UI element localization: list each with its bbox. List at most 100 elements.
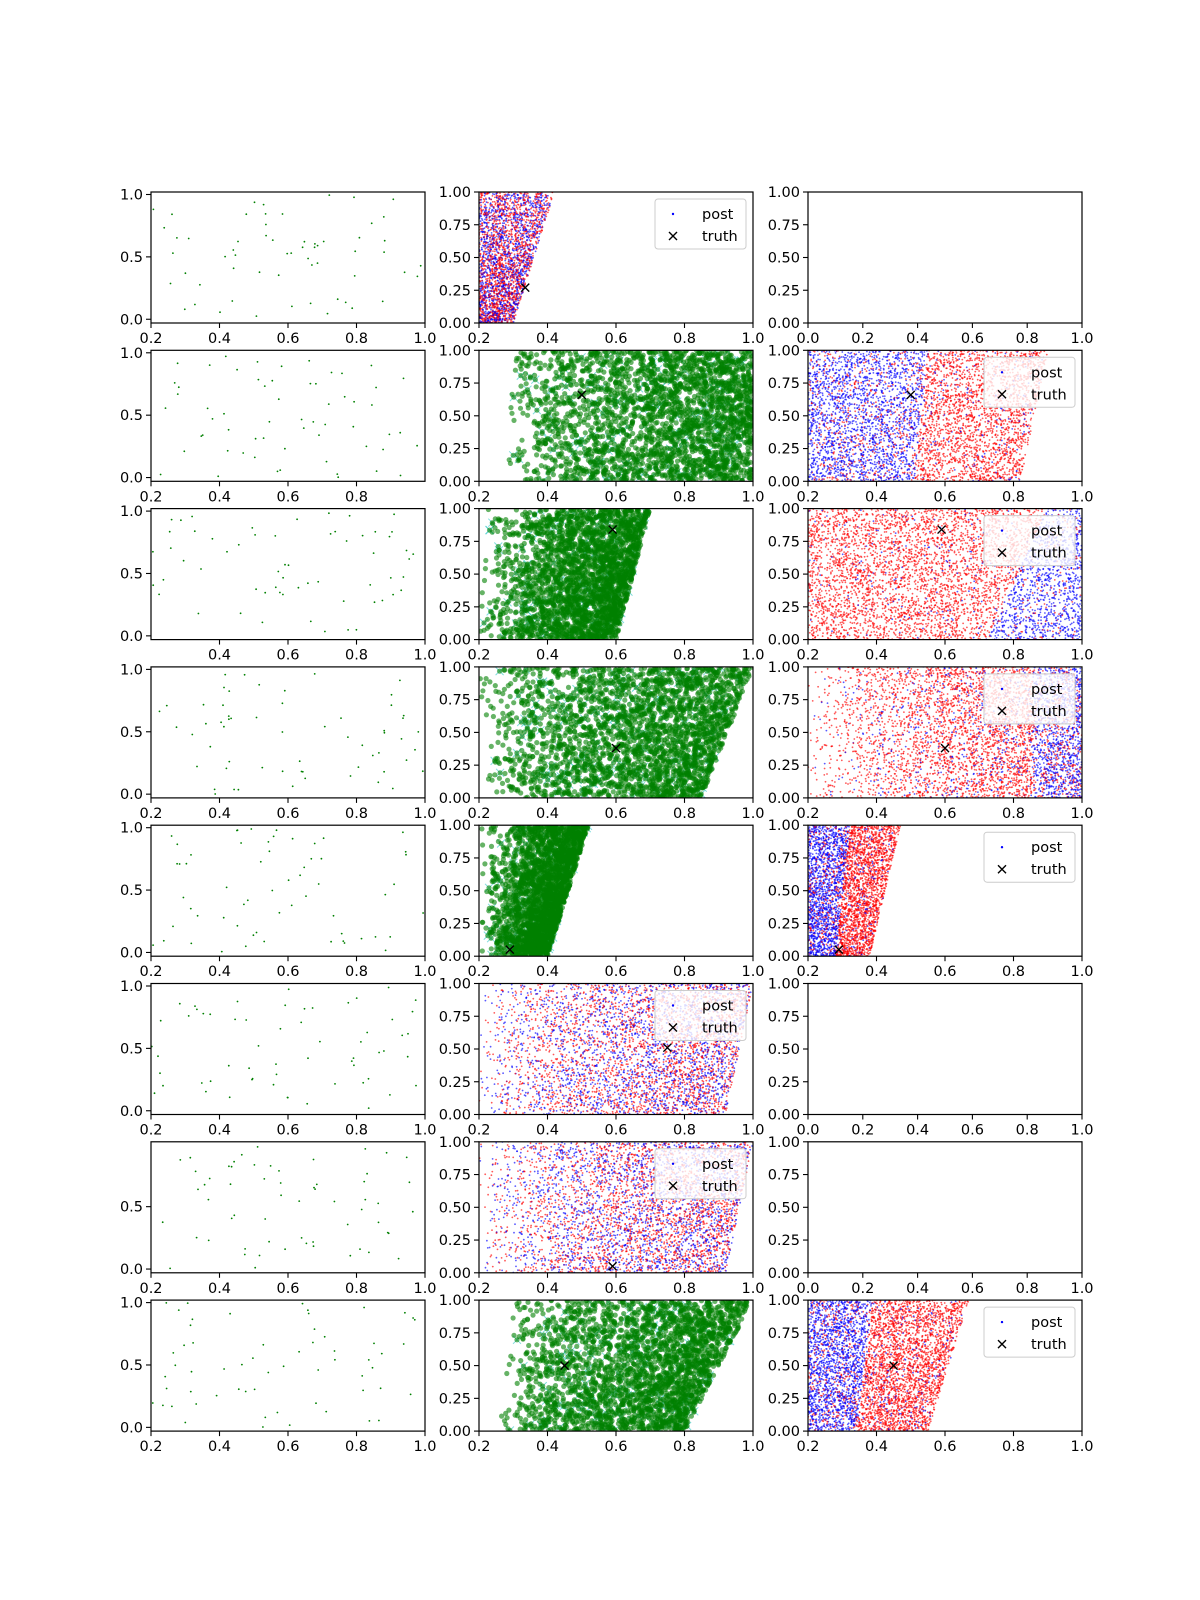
sample-point (351, 307, 354, 310)
red-point (504, 268, 507, 270)
red-point (508, 242, 511, 245)
sample-point (159, 473, 162, 476)
red-point (490, 235, 493, 238)
red-point (509, 198, 512, 201)
red-point (497, 303, 500, 306)
red-point (505, 239, 507, 242)
blue-point (480, 206, 483, 208)
blue-point (508, 280, 510, 283)
red-point (513, 317, 516, 320)
red-point (489, 259, 492, 261)
sample-point (257, 378, 260, 381)
blue-point (488, 240, 491, 243)
red-point (508, 239, 511, 241)
red-point (530, 213, 533, 215)
blue-point (484, 203, 486, 206)
red-point (523, 230, 526, 233)
red-point (550, 196, 552, 199)
blue-point (529, 211, 532, 214)
red-point (524, 251, 526, 253)
blue-point (483, 231, 486, 234)
blue-point (505, 209, 508, 212)
red-point (515, 206, 518, 209)
blue-point (499, 230, 501, 233)
red-point (534, 201, 536, 204)
red-point (527, 267, 530, 270)
red-point (550, 198, 553, 201)
red-point (520, 192, 523, 195)
red-point (501, 259, 503, 261)
sample-point (343, 395, 346, 398)
blue-point (503, 276, 506, 279)
red-point (509, 296, 511, 298)
blue-point (537, 196, 539, 199)
red-point (491, 278, 494, 281)
red-point (501, 254, 504, 257)
red-point (505, 201, 507, 204)
red-point (522, 244, 524, 247)
red-point (493, 250, 496, 253)
red-point (521, 240, 524, 243)
red-point (480, 284, 483, 287)
blue-point (504, 294, 506, 296)
blue-point (518, 247, 521, 250)
red-point (517, 296, 519, 298)
blue-point (504, 195, 506, 198)
blue-point (498, 271, 501, 274)
sample-point (284, 447, 286, 450)
blue-point (496, 295, 499, 297)
red-point (482, 320, 485, 322)
blue-point (516, 306, 519, 308)
red-point (539, 200, 541, 202)
blue-point (527, 262, 530, 265)
red-point (491, 302, 494, 305)
blue-point (529, 201, 532, 204)
red-point (494, 203, 497, 206)
blue-point (518, 216, 520, 219)
red-point (488, 277, 490, 280)
blue-point (492, 210, 495, 212)
sample-point (381, 300, 384, 303)
red-point (497, 233, 500, 236)
posterior-point (697, 357, 703, 363)
y-axis: 0.00.51.0 (120, 346, 151, 487)
blue-point (480, 269, 483, 272)
blue-point (502, 209, 504, 212)
red-point (503, 319, 506, 321)
red-point (492, 240, 495, 242)
red-point (501, 197, 504, 200)
red-point (532, 209, 535, 212)
red-point (537, 193, 540, 196)
blue-point (498, 319, 500, 321)
blue-point (479, 305, 482, 308)
blue-point (487, 289, 489, 292)
red-point (508, 308, 510, 310)
red-point (485, 208, 487, 211)
blue-point (533, 231, 536, 234)
blue-point (503, 302, 505, 305)
blue-point (503, 244, 505, 247)
sample-point (232, 249, 235, 251)
blue-point (518, 297, 521, 299)
sample-point (336, 298, 339, 301)
red-point (485, 278, 487, 280)
posterior-point (572, 350, 579, 355)
red-point (493, 289, 495, 292)
red-point (525, 242, 527, 245)
red-point (530, 239, 532, 242)
red-point (516, 293, 519, 296)
red-point (516, 252, 519, 255)
blue-point (492, 257, 495, 260)
red-point (531, 243, 533, 246)
sample-point (318, 434, 320, 436)
red-point (500, 242, 503, 245)
posterior-point (536, 475, 542, 481)
sample-point (226, 449, 229, 452)
red-point (540, 229, 543, 232)
red-point (480, 204, 482, 207)
blue-point (485, 206, 488, 209)
red-point (512, 267, 515, 270)
red-point (500, 214, 503, 217)
blue-point (544, 196, 546, 199)
red-point (513, 253, 516, 256)
